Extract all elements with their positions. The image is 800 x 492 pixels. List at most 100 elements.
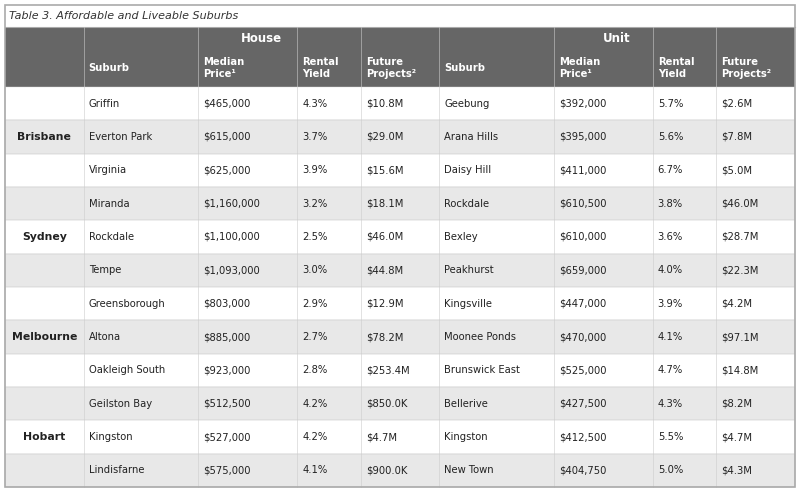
Bar (5, 220, 795, 254)
Bar (5, 387, 795, 420)
Text: $46.0M: $46.0M (366, 232, 403, 242)
Text: $395,000: $395,000 (558, 132, 606, 142)
Text: $8.2M: $8.2M (722, 399, 752, 409)
Text: Rockdale: Rockdale (444, 199, 490, 209)
Text: $447,000: $447,000 (558, 299, 606, 308)
Text: Median
Price¹: Median Price¹ (558, 57, 600, 79)
Text: Peakhurst: Peakhurst (444, 265, 494, 276)
Text: $10.8M: $10.8M (366, 99, 403, 109)
Text: 5.0%: 5.0% (658, 465, 683, 475)
Text: $253.4M: $253.4M (366, 366, 410, 375)
Text: 4.2%: 4.2% (302, 399, 327, 409)
Text: $527,000: $527,000 (203, 432, 250, 442)
Text: Lindisfarne: Lindisfarne (89, 465, 144, 475)
Text: Sydney: Sydney (22, 232, 67, 242)
Text: Greensborough: Greensborough (89, 299, 166, 308)
Text: $470,000: $470,000 (558, 332, 606, 342)
Text: Daisy Hill: Daisy Hill (444, 165, 491, 175)
Text: $22.3M: $22.3M (722, 265, 758, 276)
Text: 5.6%: 5.6% (658, 132, 683, 142)
Text: 2.7%: 2.7% (302, 332, 327, 342)
Text: $465,000: $465,000 (203, 99, 250, 109)
Text: Suburb: Suburb (444, 63, 486, 73)
Text: Rental
Yield: Rental Yield (658, 57, 694, 79)
Bar (5, 121, 795, 154)
Text: Everton Park: Everton Park (89, 132, 152, 142)
Text: $4.7M: $4.7M (366, 432, 397, 442)
Bar (5, 354, 795, 387)
Text: $46.0M: $46.0M (722, 199, 758, 209)
Text: $850.0K: $850.0K (366, 399, 407, 409)
Bar (5, 87, 795, 121)
Text: Median
Price¹: Median Price¹ (203, 57, 244, 79)
Text: $625,000: $625,000 (203, 165, 250, 175)
Text: Rental
Yield: Rental Yield (302, 57, 338, 79)
Bar (5, 254, 795, 287)
Text: Future
Projects²: Future Projects² (366, 57, 416, 79)
Bar (5, 287, 795, 320)
Text: 4.1%: 4.1% (658, 332, 683, 342)
Text: 3.2%: 3.2% (302, 199, 327, 209)
Text: $610,000: $610,000 (558, 232, 606, 242)
Text: Kingston: Kingston (89, 432, 132, 442)
Text: 3.9%: 3.9% (658, 299, 683, 308)
Text: 5.7%: 5.7% (658, 99, 683, 109)
Bar (5, 187, 795, 220)
Bar (5, 320, 795, 354)
Text: Moonee Ponds: Moonee Ponds (444, 332, 516, 342)
Text: $659,000: $659,000 (558, 265, 606, 276)
Bar (5, 354, 795, 387)
Text: 4.0%: 4.0% (658, 265, 683, 276)
Text: $803,000: $803,000 (203, 299, 250, 308)
Bar (5, 387, 795, 420)
Text: Brunswick East: Brunswick East (444, 366, 520, 375)
Text: Tempe: Tempe (89, 265, 121, 276)
Text: $427,500: $427,500 (558, 399, 606, 409)
Text: $615,000: $615,000 (203, 132, 250, 142)
Text: New Town: New Town (444, 465, 494, 475)
Text: $7.8M: $7.8M (722, 132, 752, 142)
Text: $412,500: $412,500 (558, 432, 606, 442)
Text: 4.3%: 4.3% (658, 399, 683, 409)
Text: 5.5%: 5.5% (658, 432, 683, 442)
Text: Kingston: Kingston (444, 432, 488, 442)
Text: Unit: Unit (603, 31, 631, 44)
Text: $4.7M: $4.7M (722, 432, 752, 442)
Text: Brisbane: Brisbane (18, 132, 71, 142)
Text: $610,500: $610,500 (558, 199, 606, 209)
Bar (5, 154, 795, 187)
Text: 3.7%: 3.7% (302, 132, 327, 142)
Text: 3.9%: 3.9% (302, 165, 327, 175)
Bar (5, 254, 795, 287)
Text: Miranda: Miranda (89, 199, 130, 209)
Text: 3.8%: 3.8% (658, 199, 683, 209)
Text: Geilston Bay: Geilston Bay (89, 399, 152, 409)
Bar (5, 27, 795, 49)
Text: 4.1%: 4.1% (302, 465, 327, 475)
Bar (5, 220, 795, 254)
Text: $392,000: $392,000 (558, 99, 606, 109)
Text: $4.3M: $4.3M (722, 465, 752, 475)
Bar (5, 87, 795, 121)
Text: Geebung: Geebung (444, 99, 490, 109)
Text: Suburb: Suburb (89, 63, 130, 73)
Text: 2.8%: 2.8% (302, 366, 327, 375)
Text: Melbourne: Melbourne (12, 332, 77, 342)
Text: $44.8M: $44.8M (366, 265, 402, 276)
Text: $2.6M: $2.6M (722, 99, 752, 109)
Text: 4.2%: 4.2% (302, 432, 327, 442)
Text: Oakleigh South: Oakleigh South (89, 366, 165, 375)
Text: Future
Projects²: Future Projects² (722, 57, 771, 79)
Bar (5, 420, 795, 454)
Text: Bellerive: Bellerive (444, 399, 488, 409)
Text: $512,500: $512,500 (203, 399, 250, 409)
Text: $28.7M: $28.7M (722, 232, 758, 242)
Text: 4.7%: 4.7% (658, 366, 683, 375)
Text: Bexley: Bexley (444, 232, 478, 242)
Text: Arana Hills: Arana Hills (444, 132, 498, 142)
Text: $404,750: $404,750 (558, 465, 606, 475)
Text: $575,000: $575,000 (203, 465, 250, 475)
Text: House: House (241, 31, 282, 44)
Text: 3.0%: 3.0% (302, 265, 327, 276)
Text: Table 3. Affordable and Liveable Suburbs: Table 3. Affordable and Liveable Suburbs (9, 11, 238, 21)
